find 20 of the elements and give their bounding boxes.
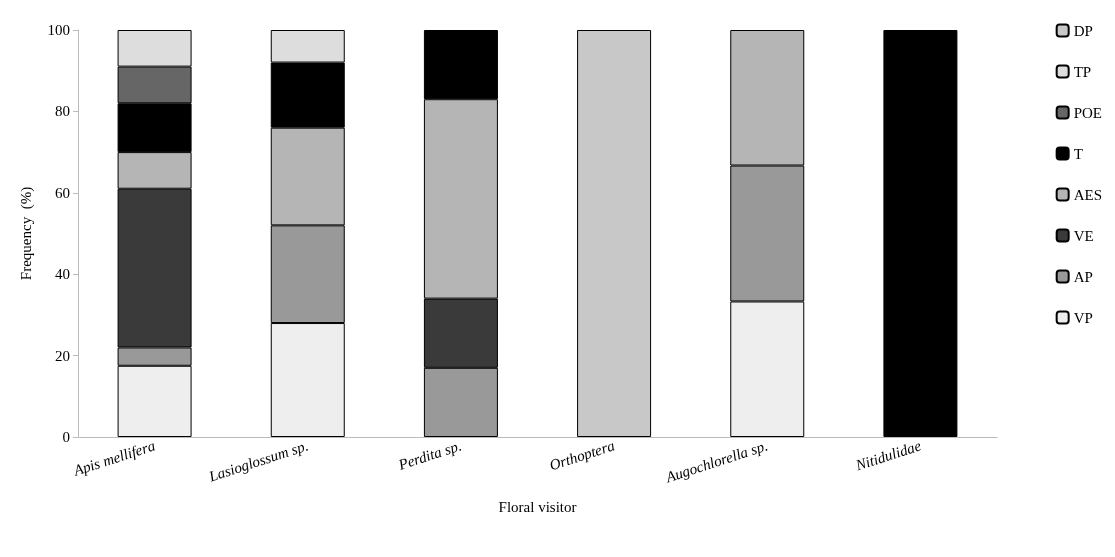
legend-label: VE bbox=[1073, 227, 1094, 244]
y-tick-label: 60 bbox=[55, 184, 70, 201]
legend-label: AES bbox=[1073, 186, 1103, 203]
x-tick-label: Perdita sp. bbox=[395, 437, 464, 474]
legend-label: T bbox=[1073, 145, 1083, 162]
x-axis-title: Floral visitor bbox=[498, 498, 577, 515]
y-axis-title: Frequency (%) bbox=[17, 186, 35, 281]
y-tick-label: 40 bbox=[55, 266, 70, 283]
bar bbox=[577, 30, 652, 437]
y-tick-label: 80 bbox=[55, 103, 70, 120]
y-tick-label: 100 bbox=[47, 22, 70, 38]
bar bbox=[883, 30, 958, 437]
legend-label: VP bbox=[1073, 309, 1093, 326]
x-tick-label: Apis mellifera bbox=[70, 437, 158, 480]
legend-label: TP bbox=[1073, 63, 1092, 80]
y-tick-label: 20 bbox=[55, 347, 70, 364]
legend-label: DP bbox=[1073, 22, 1093, 39]
y-tick-label: 0 bbox=[62, 429, 70, 445]
legend-label: AP bbox=[1073, 268, 1093, 285]
legend-label: POE bbox=[1073, 104, 1103, 121]
